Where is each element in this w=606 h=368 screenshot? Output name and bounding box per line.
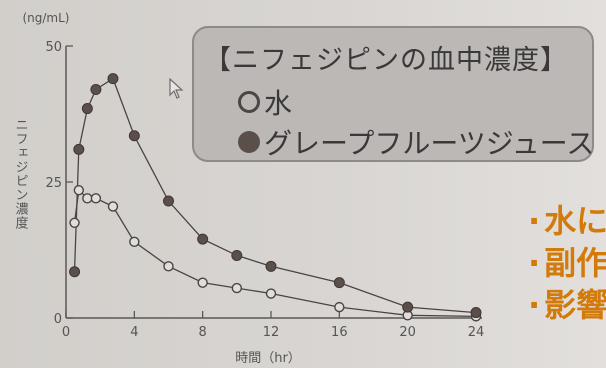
data-point-grapefruit	[333, 277, 345, 289]
x-tick-label: 4	[130, 325, 138, 340]
series-line-0	[73, 188, 477, 318]
x-tick-label: 12	[263, 325, 280, 340]
data-point-grapefruit	[402, 301, 414, 313]
data-point-grapefruit	[90, 84, 102, 96]
data-point-water	[231, 282, 243, 294]
data-point-grapefruit	[69, 266, 81, 278]
x-tick-label: 24	[468, 325, 485, 340]
data-point-water	[90, 193, 102, 204]
data-point-grapefruit	[73, 143, 85, 155]
y-unit-label: (ng/mL)	[22, 11, 69, 25]
data-point-water	[82, 193, 93, 204]
bullet-item: · 副作	[528, 244, 606, 282]
y-tick-label: 50	[45, 40, 62, 55]
data-point-water	[265, 288, 277, 299]
legend-item-water: 水	[238, 82, 292, 122]
open-circle-icon	[238, 91, 260, 113]
data-point-grapefruit	[470, 307, 482, 319]
y-tick-label: 0	[54, 312, 62, 327]
legend-title: 【ニフェジピンの血中濃度】	[204, 45, 568, 76]
data-point-water	[197, 277, 208, 288]
data-point-water	[107, 201, 119, 212]
legend-label-water: 水	[264, 87, 293, 120]
data-point-grapefruit	[163, 195, 174, 207]
data-point-grapefruit	[107, 73, 119, 85]
x-tick-label: 8	[199, 325, 207, 340]
y-axis-label: ニフェジピン濃度	[13, 118, 29, 230]
bullet-item: · 水に	[528, 202, 606, 240]
data-point-water	[69, 217, 80, 229]
x-axis-label: 時間（hr）	[235, 351, 301, 366]
data-point-grapefruit	[265, 260, 277, 272]
data-point-grapefruit	[81, 103, 93, 115]
x-tick-label: 20	[399, 325, 416, 340]
legend-item-grapefruit: グレープフルーツジュース	[238, 122, 594, 162]
legend-box: 【ニフェジピンの血中濃度】 水 グレープフルーツジュース	[192, 26, 594, 162]
data-point-grapefruit	[231, 249, 243, 261]
bullet-list: · 水に · 副作 · 影響	[528, 200, 606, 326]
data-point-water	[163, 261, 174, 272]
filled-circle-icon	[238, 131, 260, 153]
x-tick-label: 16	[331, 325, 348, 340]
data-point-water	[334, 301, 345, 313]
y-tick-label: 25	[45, 176, 62, 191]
data-point-water	[73, 184, 85, 196]
chart-series-points	[69, 73, 482, 322]
data-point-grapefruit	[128, 130, 140, 142]
mouse-pointer-icon	[169, 78, 184, 99]
bullet-item: · 影響	[528, 286, 606, 324]
x-tick-label: 0	[62, 325, 70, 340]
data-point-water	[129, 236, 140, 248]
data-point-grapefruit	[197, 233, 209, 245]
legend-label-grapefruit: グレープフルーツジュース	[264, 127, 595, 160]
